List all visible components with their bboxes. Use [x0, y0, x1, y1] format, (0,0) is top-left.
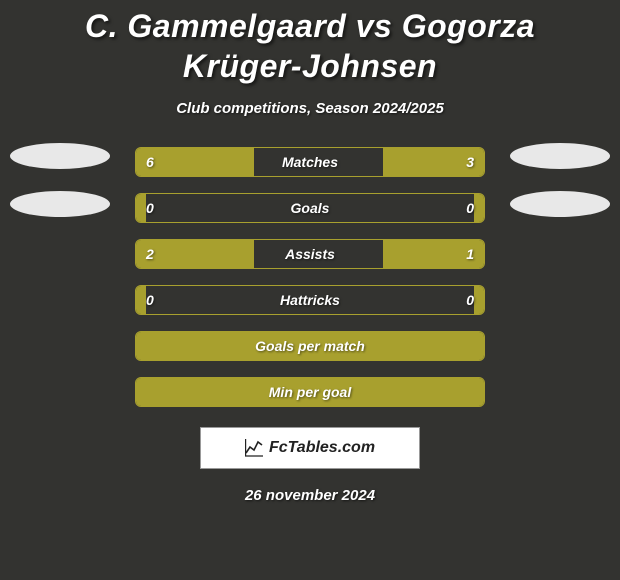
stat-bar-right [474, 286, 484, 314]
stat-row: Min per goal [135, 377, 485, 407]
stat-label: Min per goal [269, 384, 351, 400]
stat-value-right: 3 [466, 154, 474, 170]
date-text: 26 november 2024 [0, 487, 620, 504]
brand-badge[interactable]: FcTables.com [200, 427, 420, 469]
stat-value-left: 0 [146, 292, 154, 308]
stat-value-left: 0 [146, 200, 154, 216]
stat-value-right: 0 [466, 200, 474, 216]
stat-value-right: 0 [466, 292, 474, 308]
comparison-card: C. Gammelgaard vs Gogorza Krüger-Johnsen… [0, 0, 620, 504]
stat-value-left: 6 [146, 154, 154, 170]
stat-label: Goals [291, 200, 330, 216]
stat-row: Hattricks 0 0 [135, 285, 485, 315]
stat-row: Goals 0 0 [135, 193, 485, 223]
stat-label: Goals per match [255, 338, 365, 354]
team-left-avatar [10, 191, 110, 217]
stat-bar-right [474, 194, 484, 222]
subtitle: Club competitions, Season 2024/2025 [0, 100, 620, 117]
player-left-avatar [10, 143, 110, 169]
stat-label: Matches [282, 154, 338, 170]
stat-row: Goals per match [135, 331, 485, 361]
stat-row: Assists 2 1 [135, 239, 485, 269]
stat-label: Hattricks [280, 292, 340, 308]
chart-icon [245, 439, 263, 457]
stat-label: Assists [285, 246, 335, 262]
stats-area: Matches63Goals00Assists21Hattricks00Goal… [0, 147, 620, 407]
stat-row: Matches 6 3 [135, 147, 485, 177]
stat-value-right: 1 [466, 246, 474, 262]
brand-text: FcTables.com [269, 439, 375, 457]
team-right-avatar [510, 191, 610, 217]
stat-value-left: 2 [146, 246, 154, 262]
page-title: C. Gammelgaard vs Gogorza Krüger-Johnsen [0, 0, 620, 86]
player-right-avatar [510, 143, 610, 169]
stat-bar-left [136, 194, 146, 222]
stat-bar-left [136, 286, 146, 314]
